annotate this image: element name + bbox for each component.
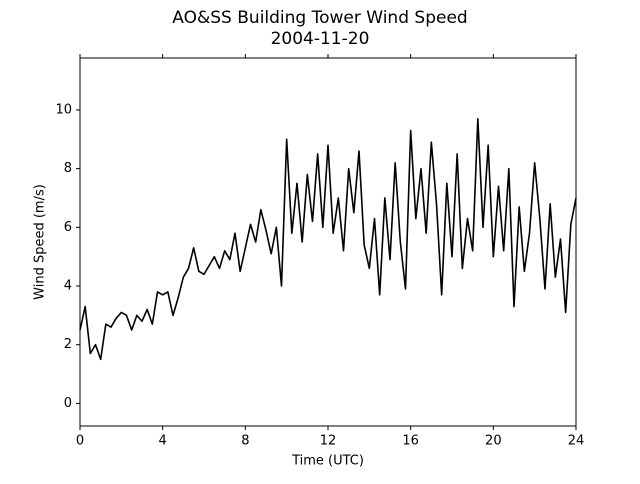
y-tick-label: 2 [64, 337, 72, 352]
x-tick-label: 16 [402, 434, 419, 449]
y-tick-label: 6 [64, 220, 72, 235]
y-tick-label: 8 [64, 161, 72, 176]
plot-frame [79, 57, 577, 427]
y-tick-label: 10 [55, 102, 72, 117]
x-axis-label: Time (UTC) [291, 454, 364, 469]
x-tick-label: 24 [568, 434, 585, 449]
chart-subtitle: 2004-11-20 [271, 29, 370, 49]
line-series [79, 117, 577, 361]
x-tick-label: 12 [320, 434, 337, 449]
x-tick-label: 0 [76, 434, 84, 449]
x-tick-label: 4 [159, 434, 167, 449]
x-tick-label: 8 [241, 434, 249, 449]
chart-title: AO&SS Building Tower Wind Speed [172, 8, 467, 28]
y-axis-label: Wind Speed (m/s) [33, 184, 48, 300]
y-tick-label: 0 [64, 396, 72, 411]
y-tick-label: 4 [64, 279, 72, 294]
x-tick-label: 20 [485, 434, 502, 449]
